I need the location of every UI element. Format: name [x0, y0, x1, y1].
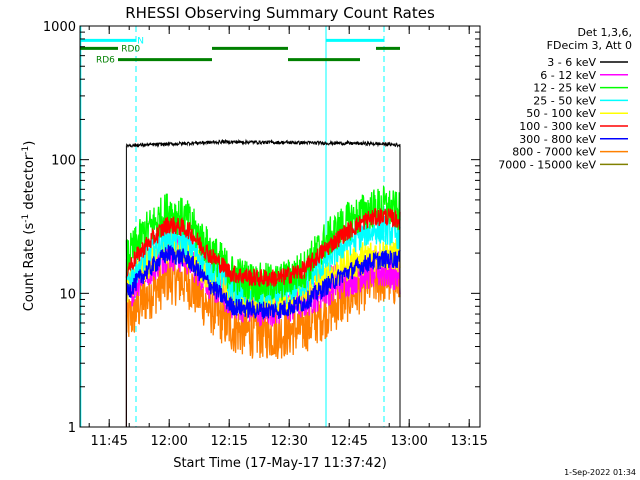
x-tick-label: 13:15 — [450, 434, 487, 449]
flag-label-rd0: RD0 — [121, 44, 140, 54]
flag-label-rd6: RD6 — [96, 56, 115, 66]
flag-label-n: N — [137, 36, 144, 46]
series-line-3-6-kev — [125, 138, 401, 149]
y-tick-label: 1 — [68, 421, 76, 436]
y-axis-label: Count Rate (s-1 detector-1) — [21, 141, 37, 312]
legend-label: 300 - 800 keV — [519, 133, 596, 146]
chart-title: RHESSI Observing Summary Count Rates — [125, 4, 435, 22]
legend-label: 7000 - 15000 keV — [498, 158, 596, 171]
x-tick-label: 12:30 — [270, 434, 307, 449]
series-line-100-300-kev — [125, 208, 401, 288]
plot-frame — [79, 25, 481, 428]
y-tick-label: 10 — [59, 287, 76, 302]
legend-label: 100 - 300 keV — [519, 120, 596, 133]
legend-header-2: FDecim 3, Att 0 — [547, 39, 632, 52]
x-tick-label: 12:15 — [210, 434, 247, 449]
y-tick-label: 1000 — [43, 20, 76, 35]
legend-label: 800 - 7000 keV — [512, 146, 596, 159]
series-line-12-25-kev — [125, 184, 401, 303]
x-tick-label: 12:45 — [330, 434, 367, 449]
timestamp: 1-Sep-2022 01:34 — [564, 468, 636, 477]
legend-label: 6 - 12 keV — [540, 69, 596, 82]
y-tick-label: 100 — [51, 154, 76, 169]
x-axis-label: Start Time (17-May-17 11:37:42) — [173, 456, 387, 471]
series-line-300-800-kev — [125, 244, 401, 320]
legend-label: 50 - 100 keV — [526, 107, 596, 120]
legend-label: 25 - 50 keV — [533, 94, 596, 107]
legend-label: 12 - 25 keV — [533, 82, 596, 95]
x-tick-label: 11:45 — [90, 434, 127, 449]
legend-header-1: Det 1,3,6, — [577, 26, 632, 39]
legend-label: 3 - 6 keV — [547, 56, 596, 69]
x-tick-label: 13:00 — [390, 434, 427, 449]
x-tick-label: 12:00 — [150, 434, 187, 449]
